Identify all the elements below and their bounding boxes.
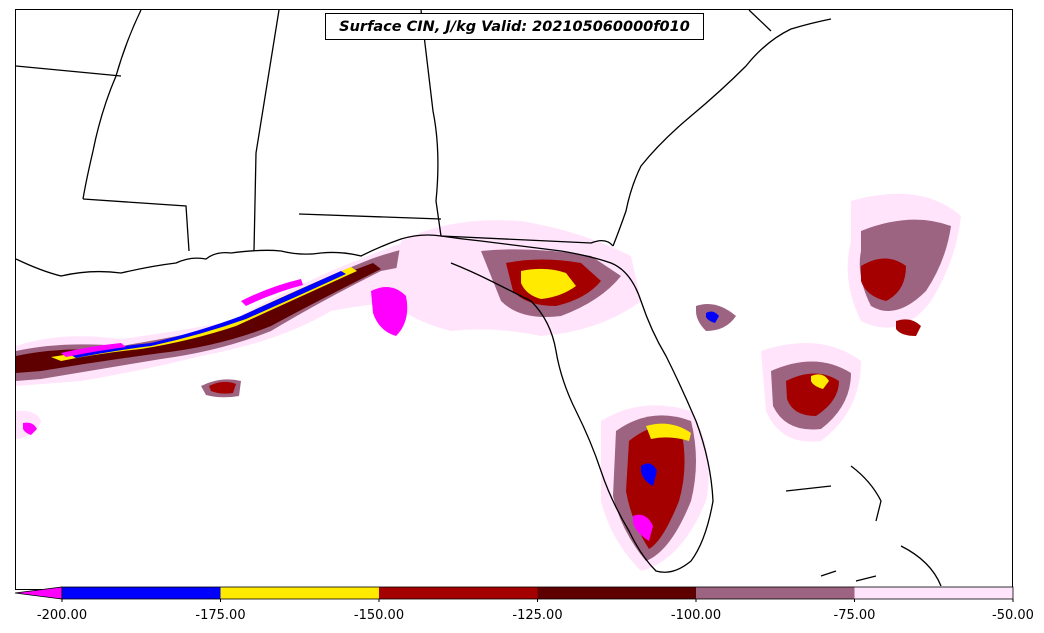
la-border (16, 65, 190, 252)
cin-patch-atlantic-east-red (861, 258, 921, 336)
cin-patch-atlantic-small-blue (706, 311, 719, 323)
colorbar-tick-label: -50.00 (992, 608, 1034, 623)
colorbar-segment (220, 587, 379, 599)
colorbar-segment (696, 587, 855, 599)
boundaries (16, 10, 942, 587)
ms-al-border (253, 10, 280, 252)
cin-patch-south-fl-blue (641, 463, 657, 486)
cin-map (16, 10, 961, 587)
ga-fl-border (440, 235, 614, 247)
atlantic-coastline (612, 18, 832, 247)
bahamas (785, 465, 942, 587)
colorbar (14, 586, 1014, 602)
cin-patch-gulf-small-red (209, 381, 236, 394)
cin-patch-atlantic-mid-yellow (811, 374, 829, 389)
colorbar-tick-label: -100.00 (670, 608, 722, 623)
colorbar-segment (379, 587, 538, 599)
colorbar-segment (62, 587, 221, 599)
colorbar-under-triangle (14, 586, 63, 600)
cin-patch-south-fl-yellow (646, 423, 691, 441)
colorbar-tick-label: -125.00 (512, 608, 563, 623)
colorbar-tick-label: -175.00 (195, 608, 246, 623)
map-panel (15, 9, 1013, 590)
ms-river-border (82, 10, 142, 200)
al-fl-border (298, 213, 442, 220)
cin-patch-panhandle-yellow (521, 268, 576, 299)
cin-patch-gulf-magenta (371, 287, 408, 336)
colorbar-segment (537, 587, 696, 599)
al-ga-border (420, 10, 442, 237)
sc-ga-border (748, 10, 772, 32)
colorbar-tick-label: -150.00 (353, 608, 405, 623)
colorbar-segment (854, 587, 1013, 599)
cin-shading (16, 193, 961, 571)
colorbar-tick-label: -200.00 (36, 608, 88, 623)
cin-patch-west-edge-magenta (23, 422, 37, 435)
gulf-coastline (16, 234, 714, 573)
cin-band-magenta (61, 279, 303, 357)
map-title: Surface CIN, J/kg Valid: 202105060000f01… (325, 13, 704, 40)
colorbar-tick-label: -75.00 (833, 608, 876, 623)
cin-patch-south-fl-magenta (633, 514, 653, 541)
